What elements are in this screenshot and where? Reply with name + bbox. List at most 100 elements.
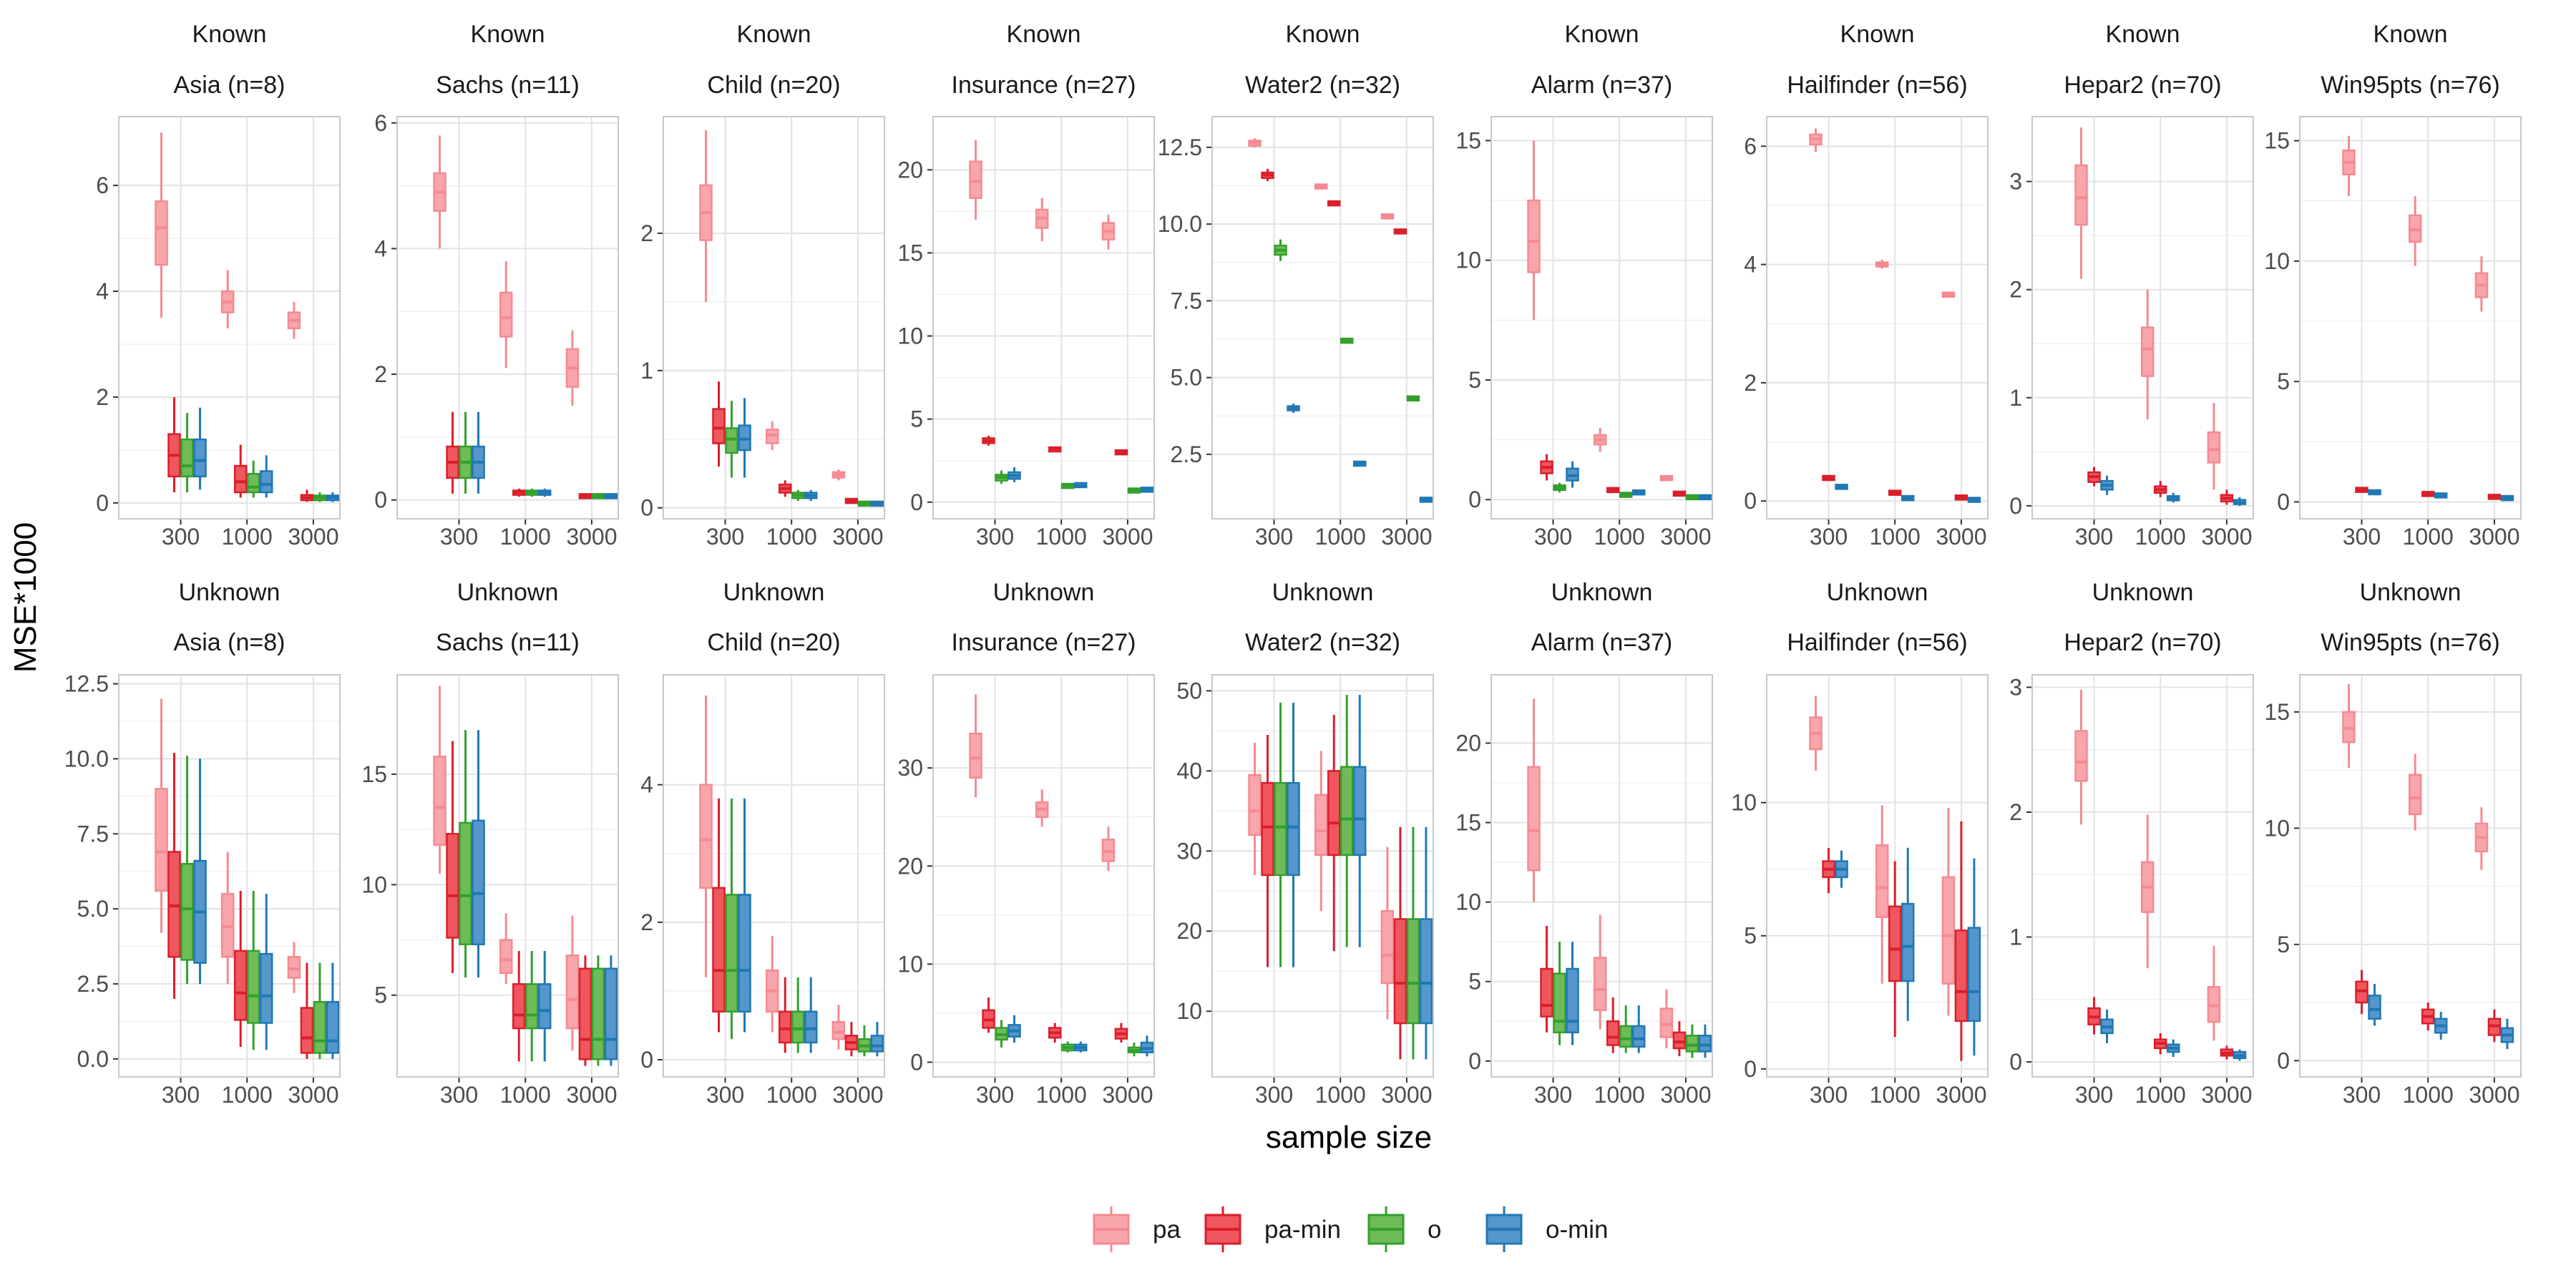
panel-1-1: Unknown Sachs (n=11) 5 10 15 300 1000 3000 bbox=[361, 579, 619, 1108]
box-pa-3000 bbox=[1101, 215, 1116, 250]
box-body bbox=[1659, 1008, 1674, 1038]
y-tick-label: 10 bbox=[897, 323, 923, 349]
box-o-min-3000 bbox=[604, 955, 618, 1066]
panel-border bbox=[1491, 116, 1713, 519]
x-tick-label: 3000 bbox=[1936, 1082, 1986, 1108]
box-pa-1000 bbox=[1875, 805, 1889, 984]
box-body bbox=[246, 950, 260, 1024]
box-o-min-3000 bbox=[2233, 1049, 2247, 1061]
box-body bbox=[699, 784, 713, 889]
legend-item-pa: pa bbox=[1093, 1206, 1181, 1252]
box-pa-min-300 bbox=[982, 435, 995, 446]
box-o-3000 bbox=[1127, 1043, 1141, 1057]
panel-0-8: Known Win95pts (n=76) 0 5 10 15 300 1000 3000 bbox=[2264, 21, 2522, 550]
box-pa-min-3000 bbox=[2220, 1045, 2234, 1060]
box-o-min-300 bbox=[472, 730, 485, 978]
box-pa-3000 bbox=[1659, 474, 1674, 482]
y-tick-label: 2.5 bbox=[1171, 441, 1202, 467]
box-pa-min-1000 bbox=[1048, 446, 1062, 453]
y-tick-label: 5 bbox=[374, 982, 387, 1008]
box-o-300 bbox=[1274, 239, 1287, 261]
box-pa-min-1000 bbox=[2153, 1033, 2167, 1055]
x-tick-label: 3000 bbox=[1936, 524, 1986, 550]
box-body bbox=[578, 967, 592, 1060]
box-pa-min-3000 bbox=[1393, 826, 1407, 1060]
y-tick-label: 1 bbox=[2009, 924, 2022, 950]
x-tick-label: 300 bbox=[1810, 1082, 1848, 1108]
y-tick-label: 5 bbox=[1744, 923, 1757, 949]
panel-row-label: Unknown bbox=[179, 579, 280, 606]
legend: pa pa-min o o-min bbox=[1093, 1206, 1609, 1252]
box-body bbox=[1406, 918, 1420, 1025]
box-pa-min-300 bbox=[1540, 925, 1553, 1033]
box-o-min-300 bbox=[2100, 475, 2114, 495]
box-body bbox=[155, 200, 168, 266]
box-o-min-300 bbox=[738, 798, 751, 1033]
box-body bbox=[738, 894, 751, 1013]
box-body bbox=[233, 950, 248, 1021]
y-tick-label: 0.0 bbox=[77, 1046, 109, 1072]
panel-row-label: Unknown bbox=[1551, 579, 1653, 606]
box-o-min-300 bbox=[1835, 850, 1848, 888]
box-body bbox=[300, 1007, 314, 1054]
legend-item-o: o bbox=[1367, 1206, 1441, 1252]
panel-border bbox=[396, 674, 619, 1078]
panel-1-0: Unknown Asia (n=8) 0.0 2.5 5.0 7.5 10.0 12.5 300… bbox=[64, 579, 341, 1108]
box-pa-3000 bbox=[2474, 256, 2489, 312]
x-tick-label: 300 bbox=[1810, 524, 1848, 550]
box-body bbox=[1954, 930, 1968, 1023]
panel-row-label: Known bbox=[1565, 21, 1639, 48]
box-o-300 bbox=[995, 470, 1008, 484]
legend-label: pa bbox=[1153, 1216, 1181, 1244]
y-tick-label: 10 bbox=[361, 872, 387, 897]
panel-title: Win95pts (n=76) bbox=[2321, 629, 2499, 656]
x-tick-label: 1000 bbox=[2403, 1082, 2454, 1108]
box-o-min-300 bbox=[738, 398, 751, 478]
panel-row-label: Unknown bbox=[457, 579, 559, 606]
box-o-min-3000 bbox=[2500, 494, 2514, 502]
legend-label: o-min bbox=[1546, 1216, 1609, 1244]
box-pa-300 bbox=[1527, 698, 1541, 902]
box-o-300 bbox=[1553, 942, 1566, 1045]
box-pa-min-1000 bbox=[1888, 861, 1902, 1038]
box-o-min-300 bbox=[1008, 1015, 1021, 1043]
box-body bbox=[1888, 905, 1902, 982]
x-tick-label: 3000 bbox=[1381, 524, 1432, 550]
x-tick-label: 300 bbox=[2343, 1082, 2381, 1108]
box-pa-min-1000 bbox=[778, 480, 792, 497]
panel-border bbox=[118, 674, 341, 1078]
panel-row-label: Known bbox=[471, 21, 545, 48]
box-o-min-3000 bbox=[2233, 497, 2247, 506]
panel-row-label: Unknown bbox=[993, 579, 1095, 606]
box-body bbox=[537, 983, 552, 1030]
panel-title: Asia (n=8) bbox=[174, 72, 286, 99]
x-tick-label: 300 bbox=[1255, 1082, 1293, 1108]
box-body bbox=[259, 952, 273, 1024]
legend-label: pa-min bbox=[1264, 1216, 1341, 1244]
panel-1-7: Unknown Hepar2 (n=70) 0 1 2 3 300 1000 3000 bbox=[2009, 579, 2254, 1108]
panel-border bbox=[663, 116, 885, 519]
box-pa-min-3000 bbox=[1954, 494, 1968, 501]
y-tick-label: 2.5 bbox=[77, 971, 109, 997]
y-tick-label: 1 bbox=[2009, 385, 2022, 411]
box-pa-min-300 bbox=[982, 997, 995, 1033]
y-tick-label: 10 bbox=[1176, 998, 1202, 1024]
box-pa-min-3000 bbox=[1954, 821, 1968, 1061]
y-tick-label: 15 bbox=[2264, 128, 2290, 154]
box-o-min-1000 bbox=[804, 977, 818, 1053]
box-pa-min-3000 bbox=[844, 1022, 859, 1057]
box-o-3000 bbox=[591, 493, 605, 499]
box-o-1000 bbox=[246, 890, 260, 1050]
x-tick-label: 1000 bbox=[766, 1082, 817, 1108]
box-o-3000 bbox=[1406, 826, 1420, 1060]
x-tick-label: 1000 bbox=[1594, 524, 1645, 550]
x-tick-label: 300 bbox=[1534, 1082, 1572, 1108]
y-tick-label: 12.5 bbox=[64, 671, 109, 697]
box-body bbox=[1606, 1020, 1620, 1046]
box-o-min-1000 bbox=[2434, 1012, 2448, 1040]
panel-border bbox=[932, 116, 1155, 519]
box-body bbox=[1248, 774, 1262, 836]
box-pa-min-1000 bbox=[1048, 1023, 1062, 1043]
panel-title: Hepar2 (n=70) bbox=[2064, 72, 2221, 99]
